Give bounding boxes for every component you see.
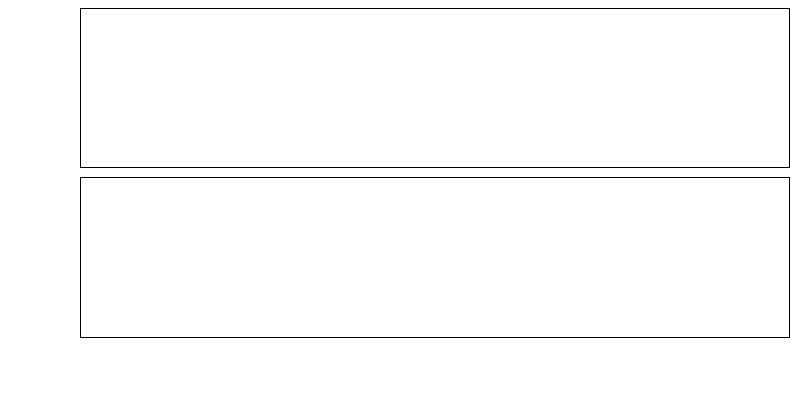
detection-markers-layer [81,178,789,337]
hoof-speed-plot [81,9,789,167]
top-axes [80,8,790,168]
bottom-axes [80,177,790,338]
